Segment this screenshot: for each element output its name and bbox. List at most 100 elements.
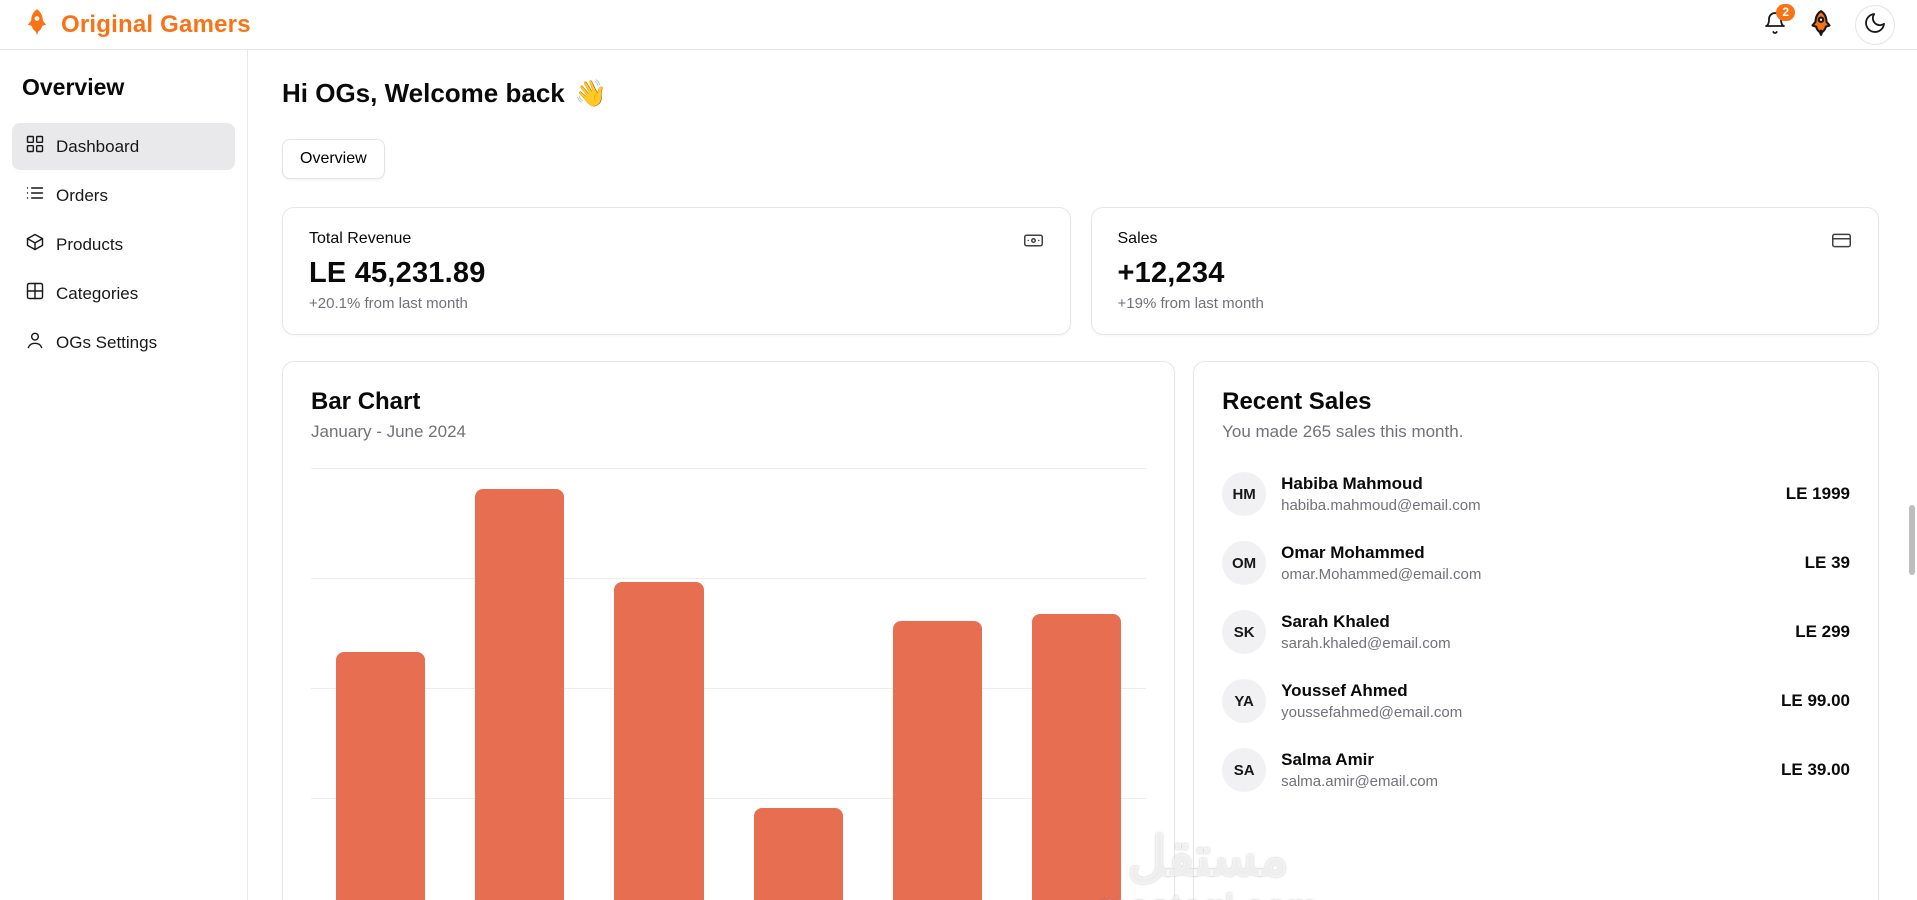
dashboard-grid-icon [25,134,45,159]
notification-count-badge: 2 [1776,4,1795,21]
credit-card-icon [1831,230,1852,256]
stat-value: +12,234 [1117,257,1225,289]
bar-jan[interactable] [336,652,426,900]
stat-title: Total Revenue [309,230,412,247]
sidebar: Overview Dashboard Orders Products Categ… [0,50,248,900]
bar-chart-plot [311,468,1147,900]
bar-may[interactable] [892,620,982,900]
sale-info: Omar Mohammed omar.Mohammed@email.com [1281,543,1481,583]
customer-email: omar.Mohammed@email.com [1281,566,1482,583]
rocket-avatar-icon [1807,9,1835,40]
gridline [311,578,1147,579]
sidebar-item-label: OGs Settings [56,332,158,352]
bar-apr[interactable] [753,807,843,900]
customer-name: Omar Mohammed [1281,543,1425,562]
customer-email: sarah.khaled@email.com [1281,635,1451,652]
sale-amount: LE 39.00 [1781,760,1850,779]
bar-slot [729,468,868,900]
categories-grid-icon [25,281,45,306]
sidebar-item-label: Dashboard [56,136,140,156]
recent-sales-card: Recent Sales You made 265 sales this mon… [1193,361,1879,900]
gridline [311,688,1147,689]
sale-amount: LE 39 [1804,553,1850,572]
notifications-button[interactable]: 2 [1763,4,1795,38]
sale-row[interactable]: YA Youssef Ahmed youssefahmed@email.com LE … [1222,679,1850,723]
list-icon [25,183,45,208]
sale-row[interactable]: SA Salma Amir salma.amir@email.com LE 39.00 [1222,748,1850,792]
stat-card-total-revenue[interactable]: Total Revenue LE 45,231.89 +20.1% from l… [282,207,1071,335]
chart-subtitle: January - June 2024 [311,422,466,441]
moon-icon [1863,11,1887,38]
bar-slot [1007,468,1146,900]
bars-container [311,468,1146,900]
bar-slot [311,468,450,900]
rocket-logo-icon [22,7,52,42]
bar-feb[interactable] [475,488,565,900]
banknote-icon [1023,230,1044,256]
package-icon [25,232,45,257]
tab-overview[interactable]: Overview [282,139,385,179]
recent-sales-title: Recent Sales [1222,388,1372,415]
avatar: HM [1222,472,1267,516]
gridline [311,468,1147,469]
stats-row: Total Revenue LE 45,231.89 +20.1% from l… [282,207,1879,335]
avatar: OM [1222,541,1267,585]
sale-info: Youssef Ahmed youssefahmed@email.com [1281,681,1462,721]
sale-amount: LE 299 [1795,622,1850,641]
bar-slot [868,468,1007,900]
sidebar-item-ogs-settings[interactable]: OGs Settings [12,319,235,366]
avatar: SK [1222,610,1267,654]
page-title: Hi OGs, Welcome back 👋 [282,78,1879,109]
stat-title: Sales [1117,230,1158,247]
stat-note: +19% from last month [1117,295,1264,312]
customer-name: Youssef Ahmed [1281,681,1408,700]
gridline [311,798,1147,799]
scrollbar-thumb[interactable] [1909,505,1915,575]
sidebar-item-label: Products [56,234,124,254]
sale-info: Sarah Khaled sarah.khaled@email.com [1281,612,1450,652]
top-header: Original Gamers 2 [0,0,1917,50]
avatar: SA [1222,748,1267,792]
chart-title: Bar Chart [311,388,421,415]
customer-email: habiba.mahmoud@email.com [1281,497,1481,514]
header-actions: 2 [1763,4,1895,45]
customer-name: Salma Amir [1281,750,1375,769]
greeting-text: Hi OGs, Welcome back [282,78,565,108]
bell-icon [1763,11,1787,38]
sale-amount: LE 99.00 [1781,691,1850,710]
bar-slot [589,468,728,900]
sidebar-item-orders[interactable]: Orders [12,172,235,219]
sale-info: Habiba Mahmoud habiba.mahmoud@email.com [1281,474,1481,514]
avatar: YA [1222,679,1267,723]
sidebar-item-products[interactable]: Products [12,221,235,268]
customer-name: Sarah Khaled [1281,612,1390,631]
stat-card-sales[interactable]: Sales +12,234 +19% from last month [1090,207,1879,335]
brand-name: Original Gamers [61,10,251,38]
sidebar-item-dashboard[interactable]: Dashboard [12,123,235,170]
main-content: Hi OGs, Welcome back 👋 Overview Total Re… [248,50,1917,900]
sale-info: Salma Amir salma.amir@email.com [1281,750,1438,790]
sale-row[interactable]: OM Omar Mohammed omar.Mohammed@email.com LE… [1222,541,1850,585]
user-icon [25,330,45,355]
sidebar-item-label: Orders [56,185,108,205]
dark-mode-toggle[interactable] [1855,4,1895,45]
bar-jun[interactable] [1031,613,1122,900]
customer-email: salma.amir@email.com [1281,773,1439,790]
customer-email: youssefahmed@email.com [1281,704,1463,721]
wave-emoji: 👋 [574,78,608,108]
stat-note: +20.1% from last month [309,295,468,312]
bar-chart-card: Bar Chart January - June 2024 JanFebMarA… [282,361,1176,900]
sale-amount: LE 1999 [1785,484,1850,503]
recent-sales-subtitle: You made 265 sales this month. [1222,422,1464,441]
sales-list: HM Habiba Mahmoud habiba.mahmoud@email.com… [1222,472,1850,792]
bar-slot [450,468,589,900]
sale-row[interactable]: SK Sarah Khaled sarah.khaled@email.com LE 2… [1222,610,1850,654]
lower-row: Bar Chart January - June 2024 JanFebMarA… [282,361,1879,900]
sale-row[interactable]: HM Habiba Mahmoud habiba.mahmoud@email.com… [1222,472,1850,516]
user-avatar[interactable] [1807,9,1835,40]
sidebar-title: Overview [22,74,125,100]
brand-logo[interactable]: Original Gamers [22,7,251,42]
stat-value: LE 45,231.89 [309,257,486,289]
bar-mar[interactable] [614,582,704,900]
sidebar-item-categories[interactable]: Categories [12,270,235,317]
